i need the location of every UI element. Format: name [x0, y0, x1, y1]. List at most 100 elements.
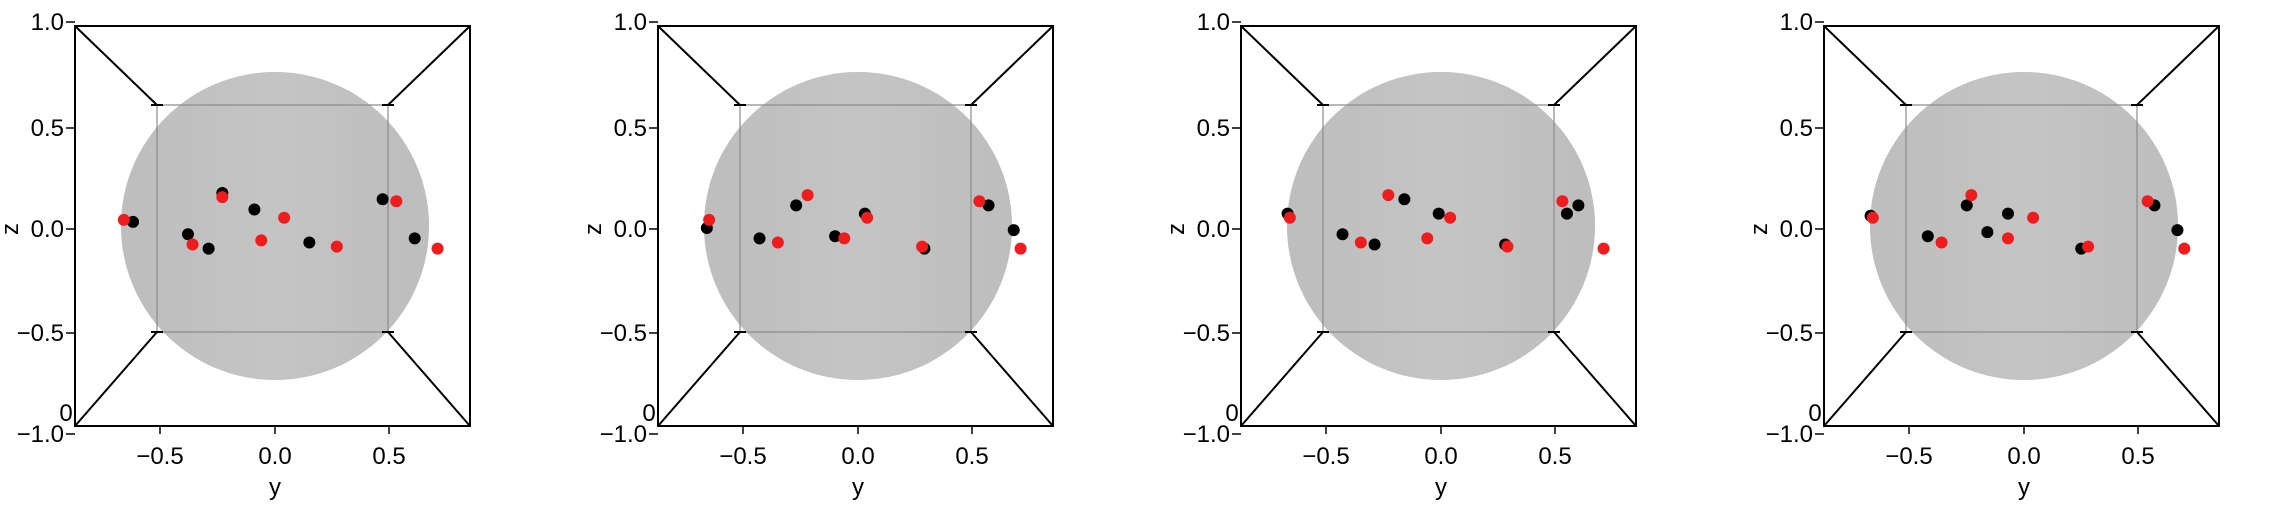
y-axis-title: z [1163, 223, 1190, 235]
x-tick-label: 0.0 [2007, 443, 2040, 470]
sphere-shading [704, 72, 1012, 380]
y-tick-label: −0.5 [17, 320, 64, 347]
y-tick-label: 0.5 [1780, 115, 1813, 142]
corner-label: 0 [1225, 400, 1238, 427]
sphere-shading [121, 72, 429, 380]
y-tick-label: −0.5 [1183, 320, 1230, 347]
x-tick-label: 0.0 [258, 443, 291, 470]
point-red [1354, 236, 1367, 249]
point-black [1007, 224, 1020, 237]
x-tick-label: −0.5 [136, 443, 183, 470]
x-tick-label: 0.0 [1424, 443, 1457, 470]
point-black [2171, 224, 2184, 237]
point-red [390, 195, 403, 208]
y-tick-label: −0.5 [1766, 320, 1813, 347]
x-axis-title: y [1435, 474, 1447, 501]
point-black [1398, 193, 1411, 206]
y-axis-title: z [0, 223, 24, 235]
point-black [1432, 207, 1445, 220]
point-red [838, 232, 851, 245]
box-edge-2 [1553, 25, 1637, 106]
y-tick-label: 1.0 [31, 9, 64, 36]
outer-frame [1823, 25, 2220, 427]
sphere-shading [1870, 72, 2178, 380]
box-edge-3 [1823, 331, 1907, 427]
box-edge-3 [74, 331, 158, 427]
outer-frame [657, 25, 1054, 427]
point-red [1556, 195, 1569, 208]
point-black [181, 228, 194, 241]
box-edge-3 [1240, 331, 1324, 427]
corner-label: 0 [1808, 400, 1821, 427]
point-red [973, 195, 986, 208]
point-red [186, 238, 199, 251]
y-tick-label: −0.5 [600, 320, 647, 347]
box-edge-3 [657, 331, 741, 427]
inner-frame [1905, 104, 2138, 333]
y-tick-label: 0.5 [614, 115, 647, 142]
point-red [1421, 232, 1434, 245]
point-black [1921, 230, 1934, 243]
x-axis-title: y [2018, 474, 2030, 501]
point-red [771, 236, 784, 249]
inner-frame [739, 104, 972, 333]
point-red [278, 211, 291, 224]
point-red [117, 213, 130, 226]
y-tick-label: 0.0 [31, 216, 64, 243]
point-red [1597, 242, 1610, 255]
y-tick-label: −1.0 [600, 421, 647, 448]
point-black [1572, 199, 1585, 212]
x-tick-label: 0.5 [2121, 443, 2154, 470]
outer-frame [74, 25, 471, 427]
point-black [1560, 207, 1573, 220]
point-red [1382, 189, 1395, 202]
inner-frame [156, 104, 389, 333]
point-red [216, 191, 229, 204]
corner-label: 0 [59, 400, 72, 427]
x-tick-label: −0.5 [719, 443, 766, 470]
point-black [753, 232, 766, 245]
y-axis-title: z [1746, 223, 1773, 235]
x-axis-title: y [852, 474, 864, 501]
y-tick-label: −1.0 [1183, 421, 1230, 448]
box-edge-1 [657, 25, 741, 106]
x-tick-label: −0.5 [1302, 443, 1349, 470]
y-tick-label: 0.0 [1197, 216, 1230, 243]
y-tick-label: 0.5 [1197, 115, 1230, 142]
point-black [1368, 238, 1381, 251]
point-red [861, 211, 874, 224]
point-red [1283, 211, 1296, 224]
box-edge-4 [387, 331, 471, 427]
panel-1: 1.0 0.5 0.0 −0.5 −1.00 −0.5 0.0 0.5 y z [0, 9, 471, 501]
panel-4: 1.0 0.5 0.0 −0.5 −1.00 −0.5 0.0 0.5 y z [1746, 9, 2220, 501]
box-edge-4 [2136, 331, 2220, 427]
panel-2: 1.0 0.5 0.0 −0.5 −1.00 −0.5 0.0 0.5 y z [580, 9, 1054, 501]
point-black [408, 232, 421, 245]
point-red [1866, 211, 1879, 224]
y-tick-label: 1.0 [614, 9, 647, 36]
point-red [1444, 211, 1457, 224]
point-black [982, 199, 995, 212]
x-tick-label: 0.5 [1538, 443, 1571, 470]
y-tick-label: 0.0 [1780, 216, 1813, 243]
point-red [2082, 240, 2095, 253]
point-red [330, 240, 343, 253]
point-red [1935, 236, 1948, 249]
inner-frame [1322, 104, 1555, 333]
y-tick-label: 1.0 [1780, 9, 1813, 36]
panel-3: 1.0 0.5 0.0 −0.5 −1.00 −0.5 0.0 0.5 y z [1163, 9, 1637, 501]
box-edge-4 [1553, 331, 1637, 427]
point-black [790, 199, 803, 212]
y-tick-label: −1.0 [17, 421, 64, 448]
box-edge-4 [970, 331, 1054, 427]
y-tick-label: 0.5 [31, 115, 64, 142]
point-black [1981, 226, 1994, 239]
point-red [2178, 242, 2191, 255]
box-edge-1 [74, 25, 158, 106]
point-red [916, 240, 929, 253]
point-black [303, 236, 316, 249]
point-black [1960, 199, 1973, 212]
point-black [202, 242, 215, 255]
x-tick-label: −0.5 [1885, 443, 1932, 470]
y-tick-label: −1.0 [1766, 421, 1813, 448]
